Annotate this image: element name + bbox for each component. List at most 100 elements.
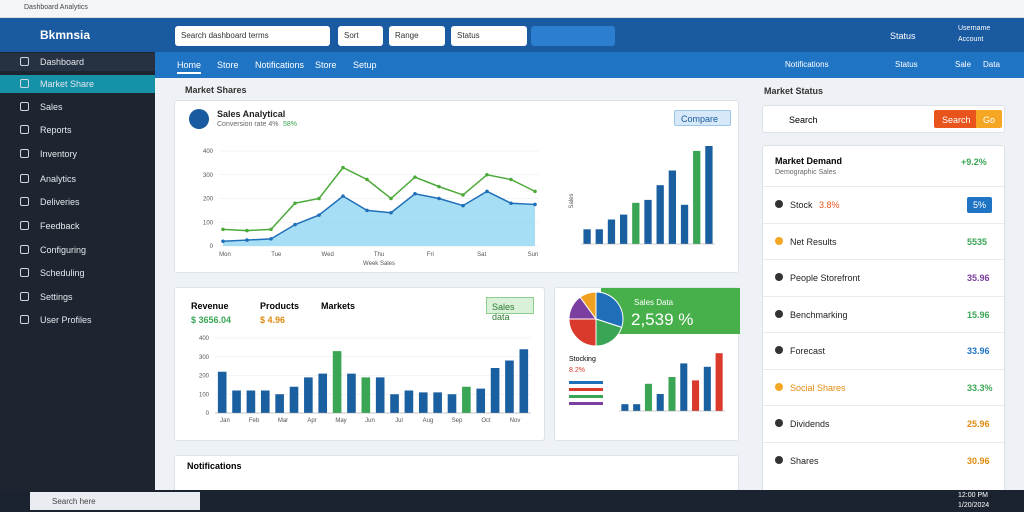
nav-tab[interactable]: Home (177, 60, 201, 74)
status[interactable]: Status (890, 31, 916, 41)
sort-box[interactable]: Sort (338, 26, 383, 46)
nav-right[interactable]: Sale (955, 60, 971, 69)
brand: Bkmnsia (40, 28, 90, 42)
sidebar-item[interactable]: Analytics (40, 174, 76, 184)
row-divider (763, 259, 1004, 260)
nav-right[interactable]: Status (895, 60, 918, 69)
row-icon (775, 273, 783, 281)
x-tick-label: Tue (271, 252, 282, 258)
bar (462, 387, 471, 413)
range-box[interactable]: Range (389, 26, 445, 46)
notifications-card: Notifications (174, 455, 739, 495)
point (437, 185, 441, 189)
user-name[interactable]: Username (958, 25, 990, 32)
sidebar-icon (20, 174, 29, 183)
sidebar-item[interactable]: Inventory (40, 149, 77, 159)
row-divider (763, 369, 1004, 370)
bar (318, 374, 327, 413)
taskbar-search[interactable]: Search here (30, 492, 200, 510)
point (341, 194, 345, 198)
bar (668, 377, 675, 411)
sidebar-item[interactable]: Reports (40, 125, 72, 135)
bar (405, 391, 414, 414)
row-value: 33.3% (967, 383, 993, 393)
row-divider (763, 186, 1004, 187)
nav-tab[interactable]: Setup (353, 60, 377, 70)
search-box[interactable]: Search dashboard terms (175, 26, 330, 46)
point (365, 178, 369, 182)
sidebar-item[interactable]: Market Share (40, 79, 94, 89)
row-icon (775, 237, 783, 245)
bar (704, 367, 711, 411)
search-button[interactable]: Search (934, 110, 976, 128)
card-title: Market Demand (775, 156, 842, 166)
bar (520, 349, 529, 413)
bar-chart: Sales (565, 101, 735, 271)
page: Dashboard Analytics Bkmnsia Search dashb… (0, 0, 1024, 512)
x-tick-label: Aug (423, 418, 434, 424)
x-tick-label: Sun (528, 252, 539, 258)
sidebar-item[interactable]: User Profiles (40, 315, 92, 325)
row-value: 35.96 (967, 273, 990, 283)
sidebar-icon (20, 125, 29, 134)
sidebar-item[interactable]: Deliveries (40, 197, 80, 207)
row-label: Forecast (790, 346, 825, 356)
sidebar-icon (20, 268, 29, 277)
status-box[interactable]: Status (451, 26, 527, 46)
row-label: Dividends (790, 419, 830, 429)
x-tick-label: May (335, 418, 346, 424)
x-tick-label: Nov (510, 418, 521, 424)
x-tick-label: Oct (481, 418, 491, 424)
row-value: 15.96 (967, 310, 990, 320)
sidebar-item[interactable]: Feedback (40, 221, 80, 231)
line-chart: 0100200300400MonTueWedThuFriSatSunWeek S… (175, 101, 555, 271)
search-label[interactable]: Search (789, 115, 818, 125)
bar (693, 151, 700, 244)
bar (491, 368, 500, 413)
sidebar-item[interactable]: Scheduling (40, 268, 85, 278)
blue-input[interactable] (531, 26, 615, 46)
y-tick-label: 200 (199, 374, 210, 380)
point (413, 175, 417, 179)
point (509, 178, 513, 182)
x-tick-label: Sep (452, 418, 463, 424)
x-tick-label: Sat (477, 252, 486, 258)
nav-tab[interactable]: Notifications (255, 60, 304, 70)
x-tick-label: Apr (307, 418, 316, 424)
title-bar: Dashboard Analytics (0, 0, 1024, 18)
sidebar-item[interactable]: Configuring (40, 245, 86, 255)
bar (645, 384, 652, 411)
card-delta: +9.2% (961, 157, 987, 167)
sidebar-icon (20, 197, 29, 206)
nav-right[interactable]: Notifications (785, 60, 829, 69)
sidebar-icon (20, 102, 29, 111)
row-divider (763, 223, 1004, 224)
go-button[interactable]: Go (976, 110, 1002, 128)
bar (433, 392, 442, 413)
market-card: Market Demand +9.2% Demographic Sales St… (762, 145, 1005, 495)
bar (583, 229, 590, 244)
right-title: Market Status (764, 86, 823, 96)
point (413, 192, 417, 196)
time: 12:00 PM (958, 492, 988, 499)
bar (620, 215, 627, 244)
bar (333, 351, 342, 413)
bar (608, 220, 615, 245)
x-tick-label: Feb (249, 418, 260, 424)
nav-tab[interactable]: Store (217, 60, 239, 70)
row-label: Net Results (790, 237, 837, 247)
sidebar-item[interactable]: Dashboard (40, 57, 84, 67)
row-icon (775, 383, 783, 391)
y-tick-label: 0 (210, 244, 214, 250)
point (317, 213, 321, 217)
sidebar-item[interactable]: Settings (40, 292, 73, 302)
bar (218, 372, 227, 413)
user-account[interactable]: Account (958, 36, 983, 43)
date: 1/20/2024 (958, 502, 989, 509)
sidebar-item[interactable]: Sales (40, 102, 63, 112)
nav-tab[interactable]: Store (315, 60, 337, 70)
x-tick-label: Mar (278, 418, 288, 424)
bar (657, 185, 664, 244)
sidebar-icon (20, 79, 29, 88)
nav-right[interactable]: Data (983, 60, 1000, 69)
